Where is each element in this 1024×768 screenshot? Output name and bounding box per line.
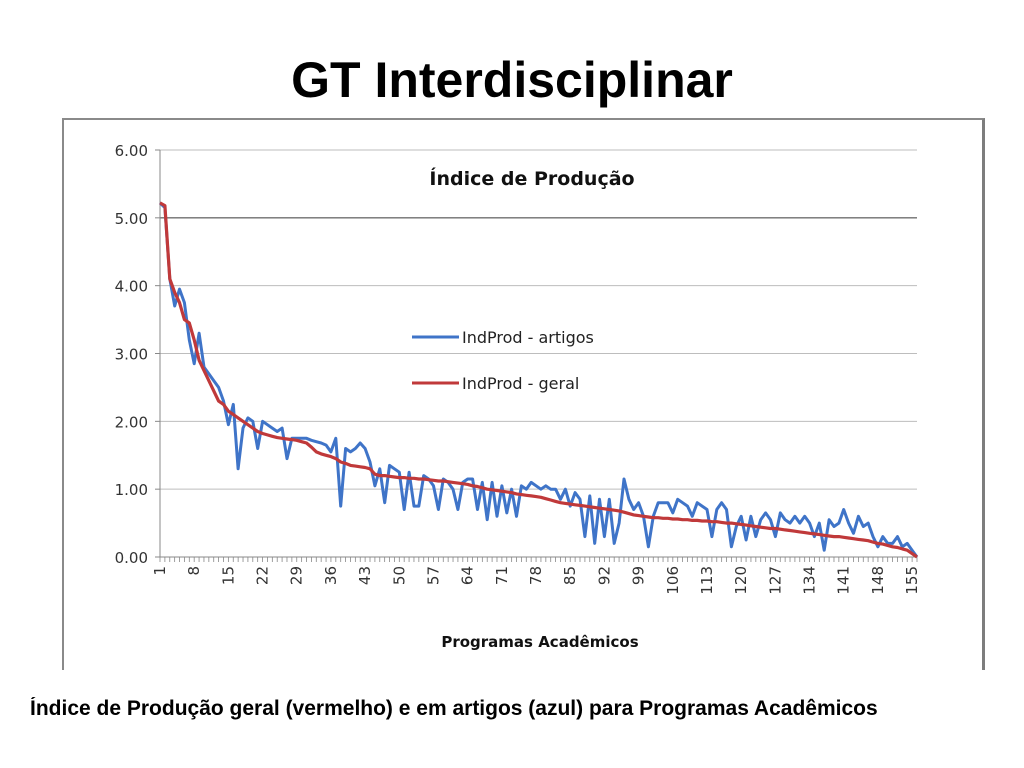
legend: IndProd - artigos IndProd - geral (412, 328, 594, 393)
y-tick-label: 1.00 (115, 481, 148, 499)
y-tick-label: 5.00 (115, 210, 148, 228)
x-tick-label: 78 (527, 566, 545, 585)
legend-item-artigos: IndProd - artigos (412, 328, 594, 347)
x-tick-label: 50 (390, 566, 408, 585)
x-tick-label: 127 (766, 566, 784, 595)
series-line-artigos (158, 201, 919, 558)
x-tick-label: 36 (322, 566, 340, 585)
chart-title: Índice de Produção (429, 167, 634, 190)
y-tick-label: 0.00 (115, 549, 148, 567)
x-axis-label: Programas Acadêmicos (441, 633, 638, 651)
x-tick-label: 22 (254, 566, 272, 585)
y-tick-labels: 0.00 1.00 2.00 3.00 4.00 5.00 6.00 (115, 142, 148, 567)
y-tick-label: 6.00 (115, 142, 148, 160)
series-line-geral (159, 201, 918, 559)
line-chart: 0.00 1.00 2.00 3.00 4.00 5.00 6.00 1 8 15 22 29 36 4… (115, 142, 922, 651)
x-tick-label: 64 (459, 566, 477, 585)
x-tick-label: 99 (630, 566, 648, 585)
y-tick-label: 3.00 (115, 346, 148, 364)
gridlines (155, 149, 917, 558)
x-tick-label: 43 (356, 566, 374, 585)
x-tick-label: 1 (151, 566, 169, 576)
x-tick-label: 85 (561, 566, 579, 585)
x-tick-label: 148 (869, 566, 887, 595)
figure-caption: Índice de Produção geral (vermelho) e em… (30, 697, 878, 720)
x-tick-label: 113 (698, 566, 716, 595)
series-lines (158, 201, 919, 559)
x-tick-label: 92 (595, 566, 613, 585)
x-tick-label: 120 (732, 566, 750, 595)
legend-label-artigos: IndProd - artigos (462, 328, 594, 347)
y-tick-label: 4.00 (115, 278, 148, 296)
x-tick-label: 8 (185, 566, 203, 576)
x-tick-label: 141 (835, 566, 853, 595)
x-tick-labels: 1 8 15 22 29 36 43 50 57 64 71 78 85 92 99 106 113 120 127… (151, 566, 921, 595)
x-tick-label: 57 (424, 566, 442, 585)
x-tick-label: 71 (493, 566, 511, 585)
x-tick-label: 29 (288, 566, 306, 585)
x-tick-label: 106 (664, 566, 682, 595)
axes (159, 150, 918, 562)
chart-frame: 0.00 1.00 2.00 3.00 4.00 5.00 6.00 1 8 15 22 29 36 4… (62, 118, 985, 670)
x-tick-label: 15 (219, 566, 237, 585)
x-tick-label: 134 (801, 566, 819, 595)
x-tick-label: 155 (903, 566, 921, 595)
y-tick-label: 2.00 (115, 413, 148, 431)
legend-item-geral: IndProd - geral (412, 374, 579, 393)
legend-label-geral: IndProd - geral (462, 374, 579, 393)
slide-title: GT Interdisciplinar (291, 52, 733, 108)
